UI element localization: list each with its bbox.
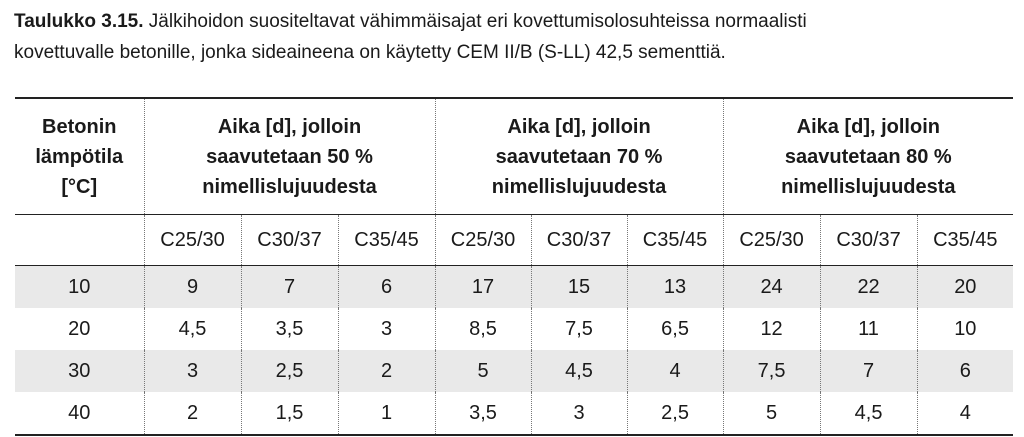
header-group-70: Aika [d], jolloin saavutetaan 70 % nimel… — [434, 98, 724, 215]
table-cell: 12 — [722, 308, 821, 350]
temperature-cell: 10 — [15, 265, 144, 308]
table-cell: 5 — [722, 392, 821, 436]
caption-label: Taulukko 3.15. — [14, 11, 144, 32]
table-cell: 8,5 — [434, 308, 532, 350]
subheader-cell: C35/45 — [916, 214, 1014, 266]
table-caption: Taulukko 3.15. Jälkihoidon suositeltavat… — [14, 6, 1014, 68]
header-group-80-line-1: Aika [d], jolloin — [796, 115, 940, 138]
table-cell: 11 — [819, 308, 918, 350]
table-cell: 3,5 — [240, 308, 338, 350]
table-cell: 7 — [240, 265, 338, 308]
subheader-cell: C30/37 — [819, 214, 918, 266]
table-cell: 17 — [434, 265, 532, 308]
header-group-50-line-1: Aika [d], jolloin — [217, 115, 362, 138]
header-temperature-line-3: [°C] — [61, 175, 98, 198]
header-group-80: Aika [d], jolloin saavutetaan 80 % nimel… — [722, 98, 1014, 215]
header-temperature: Betonin lämpötila [°C] — [15, 98, 144, 215]
table-header-row: Betonin lämpötila [°C] Aika [d], jolloin… — [15, 98, 1014, 215]
header-temperature-line-2: lämpötila — [35, 145, 124, 168]
subheader-cell: C35/45 — [626, 214, 724, 266]
subheader-cell: C25/30 — [434, 214, 532, 266]
table-cell: 5 — [434, 350, 532, 392]
header-group-50: Aika [d], jolloin saavutetaan 50 % nimel… — [143, 98, 436, 215]
curing-time-table: Betonin lämpötila [°C] Aika [d], jolloin… — [15, 97, 1014, 436]
table-cell: 20 — [916, 265, 1014, 308]
header-temperature-line-1: Betonin — [42, 115, 117, 138]
header-group-70-line-1: Aika [d], jolloin — [507, 115, 651, 138]
table-cell: 1,5 — [240, 392, 338, 436]
table-cell: 6 — [337, 265, 436, 308]
temperature-cell: 30 — [15, 350, 144, 392]
table-cell: 4,5 — [143, 308, 241, 350]
table-cell: 2 — [337, 350, 436, 392]
table-cell: 15 — [530, 265, 628, 308]
table-cell: 2,5 — [626, 392, 724, 436]
strength-class-row: C25/30 C30/37 C35/45 C25/30 C30/37 C35/4… — [15, 214, 1014, 266]
table-cell: 7 — [819, 350, 918, 392]
table-cell: 3 — [530, 392, 628, 436]
table-cell: 4 — [916, 392, 1014, 436]
subheader-cell: C30/37 — [240, 214, 338, 266]
subheader-cell: C25/30 — [143, 214, 241, 266]
table-cell: 7,5 — [722, 350, 821, 392]
table-cell: 10 — [916, 308, 1014, 350]
subheader-cell: C25/30 — [722, 214, 821, 266]
table-cell: 1 — [337, 392, 436, 436]
table-cell: 7,5 — [530, 308, 628, 350]
table-cell: 9 — [143, 265, 241, 308]
header-group-70-line-3: nimellislujuudesta — [491, 175, 667, 198]
table-row: 10 9 7 6 17 15 13 24 22 20 — [15, 265, 1014, 308]
table-cell: 3 — [143, 350, 241, 392]
table-cell: 6,5 — [626, 308, 724, 350]
table-cell: 6 — [916, 350, 1014, 392]
caption-text-1: Jälkihoidon suositeltavat vähimmäisajat … — [143, 11, 807, 32]
table-cell: 2,5 — [240, 350, 338, 392]
table-cell: 22 — [819, 265, 918, 308]
header-group-70-line-2: saavutetaan 70 % — [495, 145, 663, 168]
table-cell: 24 — [722, 265, 821, 308]
temperature-cell: 20 — [68, 317, 91, 340]
table-row: 30 3 2,5 2 5 4,5 4 7,5 7 6 — [15, 350, 1014, 392]
header-group-50-line-2: saavutetaan 50 % — [206, 145, 373, 168]
table-cell: 3,5 — [434, 392, 532, 436]
temperature-cell: 40 — [15, 392, 144, 436]
subheader-cell: C30/37 — [530, 214, 628, 266]
table-cell: 4,5 — [819, 392, 918, 436]
caption-line-1: Taulukko 3.15. Jälkihoidon suositeltavat… — [14, 6, 1014, 37]
header-group-80-line-2: saavutetaan 80 % — [784, 145, 952, 168]
caption-line-2: kovettuvalle betonille, jonka sideaineen… — [14, 42, 726, 63]
table-row: 40 2 1,5 1 3,5 3 2,5 5 4,5 4 — [15, 392, 1014, 436]
subheader-cell: C35/45 — [337, 214, 436, 266]
table-cell: 13 — [626, 265, 724, 308]
table-cell: 4 — [626, 350, 724, 392]
table-row: 20 4,5 3,5 3 8,5 7,5 6,5 12 11 10 — [15, 308, 1014, 350]
header-group-80-line-3: nimellislujuudesta — [781, 175, 956, 198]
header-group-50-line-3: nimellislujuudesta — [202, 175, 377, 198]
subheader-empty — [15, 214, 144, 266]
table-cell: 3 — [337, 308, 436, 350]
table-cell: 4,5 — [530, 350, 628, 392]
table-cell: 2 — [143, 392, 241, 436]
